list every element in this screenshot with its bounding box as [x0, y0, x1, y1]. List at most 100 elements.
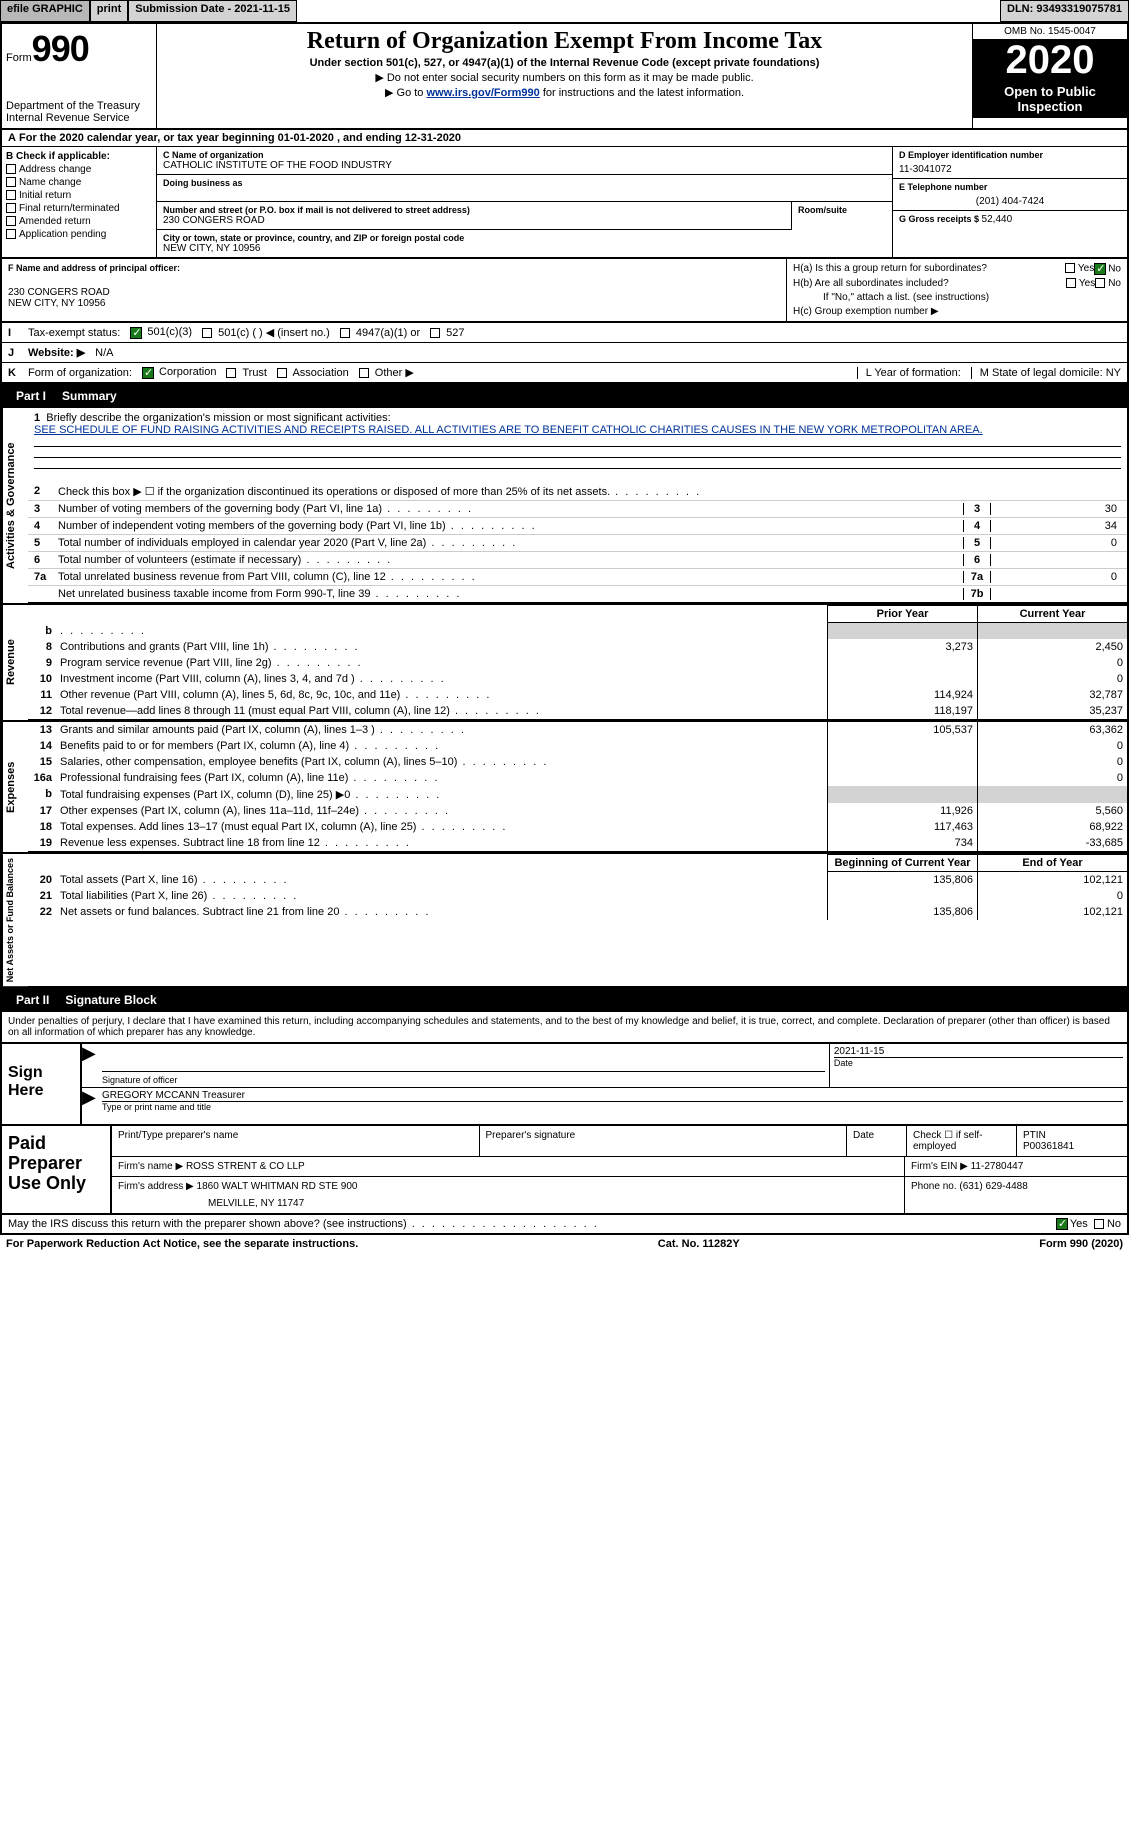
line-text: Number of voting members of the governin…	[58, 503, 963, 515]
tax-year: 2020	[973, 40, 1127, 80]
gov-line: 2Check this box ▶ ☐ if the organization …	[28, 483, 1127, 501]
line-text: Number of independent voting members of …	[58, 520, 963, 532]
line-num: 4	[34, 520, 58, 532]
fin-py	[827, 738, 977, 754]
k-assoc[interactable]: Association	[277, 367, 349, 379]
footer-left: For Paperwork Reduction Act Notice, see …	[6, 1238, 358, 1250]
i-501c3[interactable]: 501(c)(3)	[130, 326, 192, 338]
mission-num: 1	[34, 412, 40, 424]
ha-no[interactable]: No	[1094, 263, 1121, 275]
k-corp[interactable]: Corporation	[142, 366, 217, 378]
b-amended[interactable]: Amended return	[6, 216, 152, 227]
fin-num: 10	[28, 671, 56, 687]
hb-no[interactable]: No	[1095, 278, 1121, 289]
phone-value: (201) 404-7424	[899, 196, 1121, 207]
fin-py: 11,926	[827, 803, 977, 819]
k-trust[interactable]: Trust	[226, 367, 267, 379]
fin-cy: 68,922	[977, 819, 1127, 835]
prep-h4a: Check ☐ if self-employed	[907, 1126, 1017, 1156]
fin-num: 9	[28, 655, 56, 671]
g-label: G Gross receipts $	[899, 214, 982, 224]
hb-yes[interactable]: Yes	[1066, 278, 1095, 289]
line-num: 6	[34, 554, 58, 566]
instr2-post: for instructions and the latest informat…	[540, 87, 744, 99]
b-initial-return[interactable]: Initial return	[6, 190, 152, 201]
line-num: 3	[34, 503, 58, 515]
subdate-label: Submission Date -	[135, 3, 234, 15]
b-final-return[interactable]: Final return/terminated	[6, 203, 152, 214]
section-b: B Check if applicable: Address change Na…	[2, 147, 157, 257]
fin-line: 22Net assets or fund balances. Subtract …	[28, 904, 1127, 920]
k-opt3: Other ▶	[375, 367, 414, 379]
meta-block: B Check if applicable: Address change Na…	[0, 147, 1129, 259]
mission-text: SEE SCHEDULE OF FUND RAISING ACTIVITIES …	[34, 424, 983, 436]
i-4947[interactable]: 4947(a)(1) or	[340, 327, 420, 339]
fin-text: Investment income (Part VIII, column (A)…	[56, 671, 827, 687]
topbar: efile GRAPHIC print Submission Date - 20…	[0, 0, 1129, 22]
firm-phone: (631) 629-4488	[959, 1181, 1027, 1192]
yearline-text: For the 2020 calendar year, or tax year …	[19, 132, 461, 144]
fin-cy: 0	[977, 754, 1127, 770]
fin-py	[827, 623, 977, 639]
line-text: Total number of individuals employed in …	[58, 537, 963, 549]
c-room-label: Room/suite	[798, 205, 886, 215]
fin-line: 11Other revenue (Part VIII, column (A), …	[28, 687, 1127, 703]
b-pending[interactable]: Application pending	[6, 229, 152, 240]
fin-line: bTotal fundraising expenses (Part IX, co…	[28, 786, 1127, 803]
fin-py	[827, 888, 977, 904]
fin-num: 15	[28, 754, 56, 770]
instr-1: ▶ Do not enter social security numbers o…	[163, 71, 966, 84]
hdr-begin-year: Beginning of Current Year	[827, 854, 977, 872]
c-addr-label: Number and street (or P.O. box if mail i…	[163, 205, 785, 215]
i-label: Tax-exempt status:	[28, 327, 120, 339]
part2-label: Part II	[10, 993, 55, 1007]
fin-line: 20Total assets (Part X, line 16)135,8061…	[28, 872, 1127, 888]
ha-label: H(a) Is this a group return for subordin…	[793, 263, 1065, 275]
i-527[interactable]: 527	[430, 327, 464, 339]
i-501c[interactable]: 501(c) ( ) ◀ (insert no.)	[202, 326, 330, 339]
dept-treasury: Department of the Treasury	[6, 100, 152, 112]
b-name-change[interactable]: Name change	[6, 177, 152, 188]
line-val: 34	[991, 520, 1121, 532]
section-h: H(a) Is this a group return for subordin…	[787, 259, 1127, 321]
efile-label: efile GRAPHIC	[0, 0, 90, 22]
fh-block: F Name and address of principal officer:…	[0, 259, 1129, 323]
b-opt-4: Amended return	[19, 216, 91, 227]
fin-py: 135,806	[827, 904, 977, 920]
b-address-change[interactable]: Address change	[6, 164, 152, 175]
vtab-expenses: Expenses	[2, 722, 28, 852]
fin-py	[827, 754, 977, 770]
k-opt0: Corporation	[159, 366, 216, 378]
gross-receipts: 52,440	[982, 214, 1013, 225]
officer-name: GREGORY MCCANN Treasurer	[102, 1090, 1123, 1101]
print-button[interactable]: print	[90, 0, 128, 22]
vtab-netassets: Net Assets or Fund Balances	[2, 854, 28, 986]
part1-title: Summary	[62, 389, 117, 403]
discuss-no[interactable]: No	[1094, 1218, 1121, 1230]
gov-line: 7aTotal unrelated business revenue from …	[28, 569, 1127, 586]
k-other[interactable]: Other ▶	[359, 366, 414, 379]
ha-yes[interactable]: Yes	[1065, 263, 1094, 275]
discuss-row: May the IRS discuss this return with the…	[0, 1215, 1129, 1235]
fin-num: 17	[28, 803, 56, 819]
fin-text: Program service revenue (Part VIII, line…	[56, 655, 827, 671]
b-opt-0: Address change	[19, 164, 91, 175]
fin-cy: 102,121	[977, 872, 1127, 888]
header-center: Return of Organization Exempt From Incom…	[157, 24, 972, 128]
prep-h4b: PTIN	[1023, 1130, 1121, 1141]
header-right: OMB No. 1545-0047 2020 Open to Public In…	[972, 24, 1127, 128]
fin-text: Total fundraising expenses (Part IX, col…	[56, 786, 827, 803]
k-opt1: Trust	[242, 367, 267, 379]
fin-py: 117,463	[827, 819, 977, 835]
discuss-yes[interactable]: Yes	[1056, 1218, 1088, 1230]
i-opt3: 4947(a)(1) or	[356, 327, 420, 339]
irs-link[interactable]: www.irs.gov/Form990	[426, 87, 539, 99]
hb-note: If "No," attach a list. (see instruction…	[823, 292, 1121, 303]
fin-cy: 0	[977, 738, 1127, 754]
line-val: 0	[991, 537, 1121, 549]
hb-no-lbl: No	[1108, 278, 1121, 289]
part2-title: Signature Block	[65, 993, 156, 1007]
line-text: Check this box ▶ ☐ if the organization d…	[58, 485, 1121, 498]
firm-ein-label: Firm's EIN ▶	[911, 1161, 968, 1172]
discuss-yes-lbl: Yes	[1070, 1218, 1088, 1230]
